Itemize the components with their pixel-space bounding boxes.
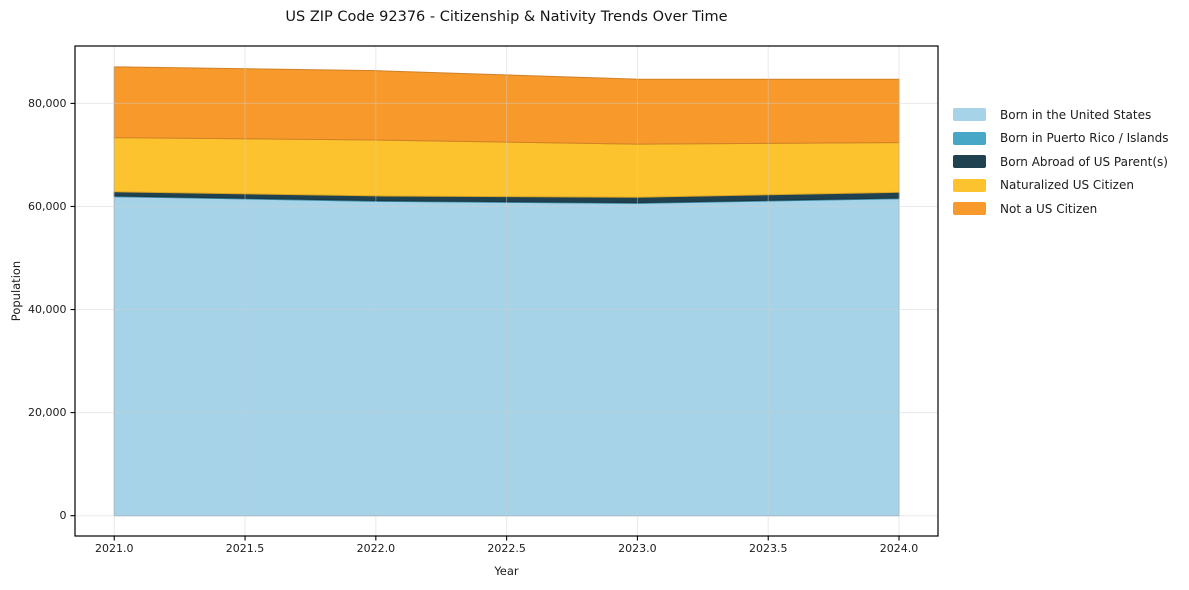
tick-labels: 2021.0 2021.5 2022.0 2022.5 2023.0 2023.5 2024… <box>28 97 918 555</box>
x-tick-label: 2021.0 <box>95 542 134 555</box>
y-tick-label: 20,000 <box>28 406 67 419</box>
legend-item: Born Abroad of US Parent(s) <box>953 150 1169 174</box>
legend-label: Naturalized US Citizen <box>1000 178 1134 193</box>
x-axis-label: Year <box>494 564 519 578</box>
legend-item: Naturalized US Citizen <box>953 174 1169 198</box>
x-tick-label: 2022.0 <box>357 542 396 555</box>
x-tick-label: 2022.5 <box>487 542 526 555</box>
y-tick-label: 80,000 <box>28 97 67 110</box>
area-series-4 <box>113 66 900 145</box>
gridlines <box>75 46 938 536</box>
y-tick-label: 60,000 <box>28 200 67 213</box>
legend-label: Born in Puerto Rico / Islands <box>1000 131 1169 146</box>
legend-swatch-icon <box>953 108 986 122</box>
x-tick-label: 2024.0 <box>880 542 919 555</box>
stacked-areas <box>113 66 900 517</box>
y-axis-label: Population <box>9 260 23 322</box>
x-tick-label: 2023.5 <box>749 542 788 555</box>
legend-item: Born in the United States <box>953 103 1169 127</box>
legend-item: Born in Puerto Rico / Islands <box>953 127 1169 151</box>
legend-label: Not a US Citizen <box>1000 201 1098 216</box>
tick-marks <box>70 102 900 541</box>
x-tick-label: 2023.0 <box>618 542 657 555</box>
x-tick-label: 2021.5 <box>226 542 265 555</box>
y-tick-label: 40,000 <box>28 303 67 316</box>
legend-swatch-icon <box>953 131 986 145</box>
legend-label: Born in the United States <box>1000 107 1152 122</box>
legend-swatch-icon <box>953 178 986 192</box>
chart-title: US ZIP Code 92376 - Citizenship & Nativi… <box>285 9 728 25</box>
legend-swatch-icon <box>953 155 986 169</box>
legend: Born in the United States Born in Puerto … <box>953 103 1169 221</box>
legend-label: Born Abroad of US Parent(s) <box>1000 154 1168 169</box>
legend-item: Not a US Citizen <box>953 197 1169 221</box>
legend-swatch-icon <box>953 202 986 216</box>
y-tick-label: 0 <box>60 509 67 522</box>
